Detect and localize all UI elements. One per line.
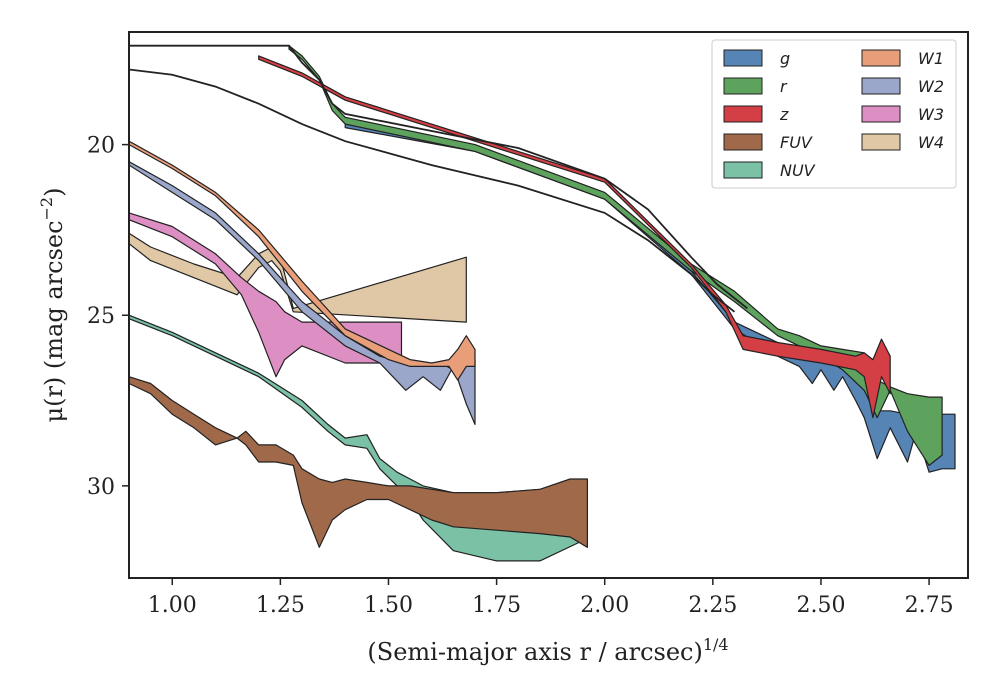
legend-swatch-r (723, 77, 763, 95)
x-tick-label: 1.25 (256, 593, 305, 618)
legend-label-nuv: NUV (780, 161, 816, 180)
legend-label-fuv: FUV (780, 133, 813, 152)
outline-curve-2 (129, 68, 736, 313)
legend-swatch-w2 (861, 77, 901, 95)
legend-swatch-w1 (861, 49, 901, 67)
legend-swatch-fuv (723, 133, 763, 151)
y-axis-label: μ(r) (mag arcsec−2) (37, 188, 68, 423)
band-w1 (129, 140, 476, 381)
plot-area (129, 44, 956, 562)
legend-label-z: z (779, 105, 789, 124)
x-axis-label-exponent: 1/4 (703, 635, 729, 654)
legend-label-w2: W2 (918, 77, 944, 96)
x-tick-label: 1.75 (472, 593, 521, 618)
y-tick-label: 20 (87, 134, 115, 159)
legend-label-w1: W1 (918, 49, 944, 68)
x-tick-label: 1.00 (148, 593, 197, 618)
band-fuv (129, 376, 589, 548)
y-axis: 20 25 30 (87, 134, 129, 500)
outline-curve-1 (129, 44, 748, 310)
x-tick-label: 2.00 (580, 593, 629, 618)
legend: grz FUV NUV W1 W2 W3 W4 (711, 39, 957, 189)
legend-swatch-w3 (861, 105, 901, 123)
y-tick-label: 30 (87, 475, 115, 500)
x-tick-label: 2.25 (688, 593, 737, 618)
legend-swatch-g (723, 49, 763, 67)
band-z (258, 55, 891, 419)
legend-swatch-nuv (723, 161, 763, 179)
x-tick-label: 1.50 (364, 593, 413, 618)
plot-frame (128, 31, 969, 579)
x-tick-label: 2.50 (796, 593, 845, 618)
y-axis-label-exponent: −2 (37, 197, 56, 221)
legend-swatch-w4 (861, 133, 901, 151)
x-axis-label: (Semi-major axis r / arcsec)1/4 (367, 635, 728, 666)
band-r (288, 45, 943, 466)
legend-label-w3: W3 (918, 105, 944, 124)
legend-swatch-z (723, 105, 763, 123)
legend-box (711, 39, 957, 189)
x-axis: 1.00 1.25 1.50 1.75 2.00 2.25 2.50 2.75 (148, 578, 954, 618)
legend-label-g: g (780, 49, 790, 68)
x-tick-label: 2.75 (905, 593, 954, 618)
legend-label-r: r (780, 77, 788, 96)
y-tick-label: 25 (87, 304, 115, 329)
legend-label-w4: W4 (918, 133, 944, 152)
